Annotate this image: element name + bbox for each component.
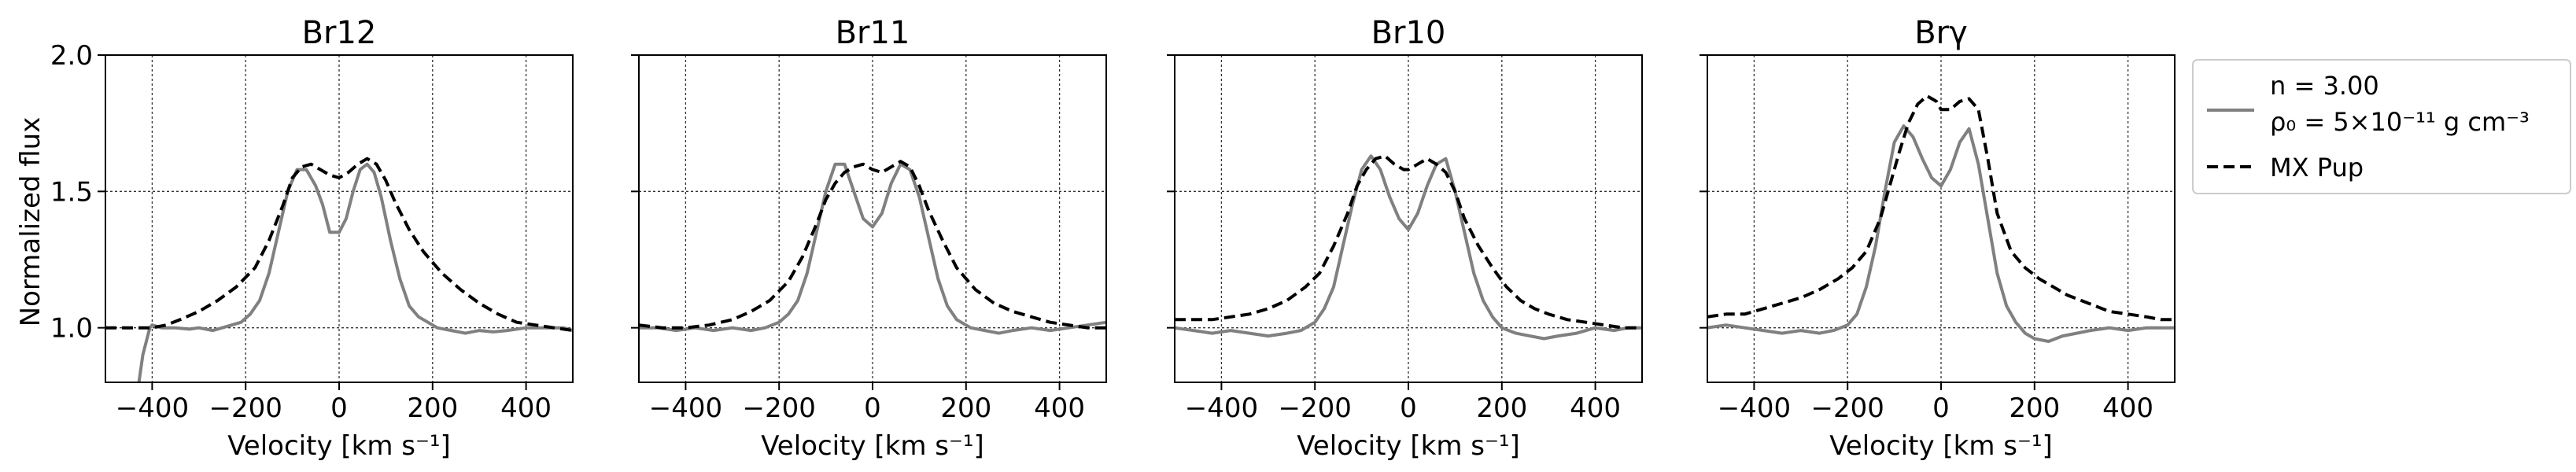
x-tick-label: 200 — [940, 393, 991, 424]
x-tick-label: 0 — [1400, 393, 1417, 424]
series-line-model — [1175, 154, 1642, 341]
panel-title: Br10 — [1371, 15, 1446, 51]
y-tick-label: 1.5 — [50, 176, 93, 208]
x-tick-label: −200 — [743, 393, 816, 424]
x-axis-label: Velocity [km s⁻¹] — [761, 430, 984, 462]
panel-br11: Br11 Velocity [km s⁻¹] −400 −200 0 200 400 — [631, 15, 1107, 462]
x-tick-label: 0 — [1932, 393, 1950, 424]
legend-box — [2192, 59, 2571, 194]
x-axis-label: Velocity [km s⁻¹] — [1297, 430, 1520, 462]
legend-model-line2: ρ₀ = 5×10⁻¹¹ g cm⁻³ — [2270, 107, 2530, 137]
x-tick-label: 200 — [407, 393, 458, 424]
x-tick-label: −400 — [1718, 393, 1791, 424]
series-line-model — [639, 162, 1106, 335]
panel-title: Brγ — [1914, 15, 1968, 51]
panel-title: Br11 — [836, 15, 910, 51]
panel-brgamma: Brγ Velocity [km s⁻¹] −400 −200 0 200 400 — [1699, 15, 2176, 462]
x-tick-label: 400 — [2102, 393, 2153, 424]
x-tick-label: −200 — [209, 393, 282, 424]
x-axis-label: Velocity [km s⁻¹] — [227, 430, 451, 462]
series-line-observed — [1707, 94, 2175, 322]
x-tick-label: −400 — [1185, 393, 1258, 424]
series-line-observed — [105, 157, 573, 333]
series-line-model — [1707, 124, 2175, 343]
x-tick-label: 0 — [330, 393, 348, 424]
series-line-model — [137, 162, 573, 382]
panel-br10: Br10 Velocity [km s⁻¹] −400 −200 0 200 400 — [1167, 15, 1643, 462]
series-line-observed — [1175, 154, 1642, 330]
legend-observed-label: MX Pup — [2270, 153, 2364, 183]
x-tick-label: −400 — [116, 393, 189, 424]
x-axis-label: Velocity [km s⁻¹] — [1829, 430, 2053, 462]
y-tick-label: 2.0 — [50, 40, 93, 72]
x-tick-label: 200 — [1476, 393, 1527, 424]
x-tick-label: −200 — [1279, 393, 1352, 424]
series-line-observed — [639, 160, 1106, 330]
x-tick-label: 0 — [864, 393, 881, 424]
legend-model-line1: n = 3.00 — [2270, 71, 2379, 101]
legend: n = 3.00 ρ₀ = 5×10⁻¹¹ g cm⁻³ MX Pup — [2192, 59, 2571, 194]
y-tick-label: 1.0 — [50, 313, 93, 345]
x-tick-label: 400 — [1570, 393, 1621, 424]
panel-title: Br12 — [302, 15, 377, 51]
x-tick-label: 400 — [500, 393, 552, 424]
x-tick-label: −400 — [649, 393, 722, 424]
x-tick-label: 200 — [2009, 393, 2060, 424]
x-tick-label: 400 — [1034, 393, 1085, 424]
y-axis-label: Normalized flux — [15, 117, 46, 327]
x-tick-label: −200 — [1811, 393, 1884, 424]
panel-br12: Br12 Velocity [km s⁻¹] −400 −200 0 200 400 1.… — [50, 15, 574, 462]
